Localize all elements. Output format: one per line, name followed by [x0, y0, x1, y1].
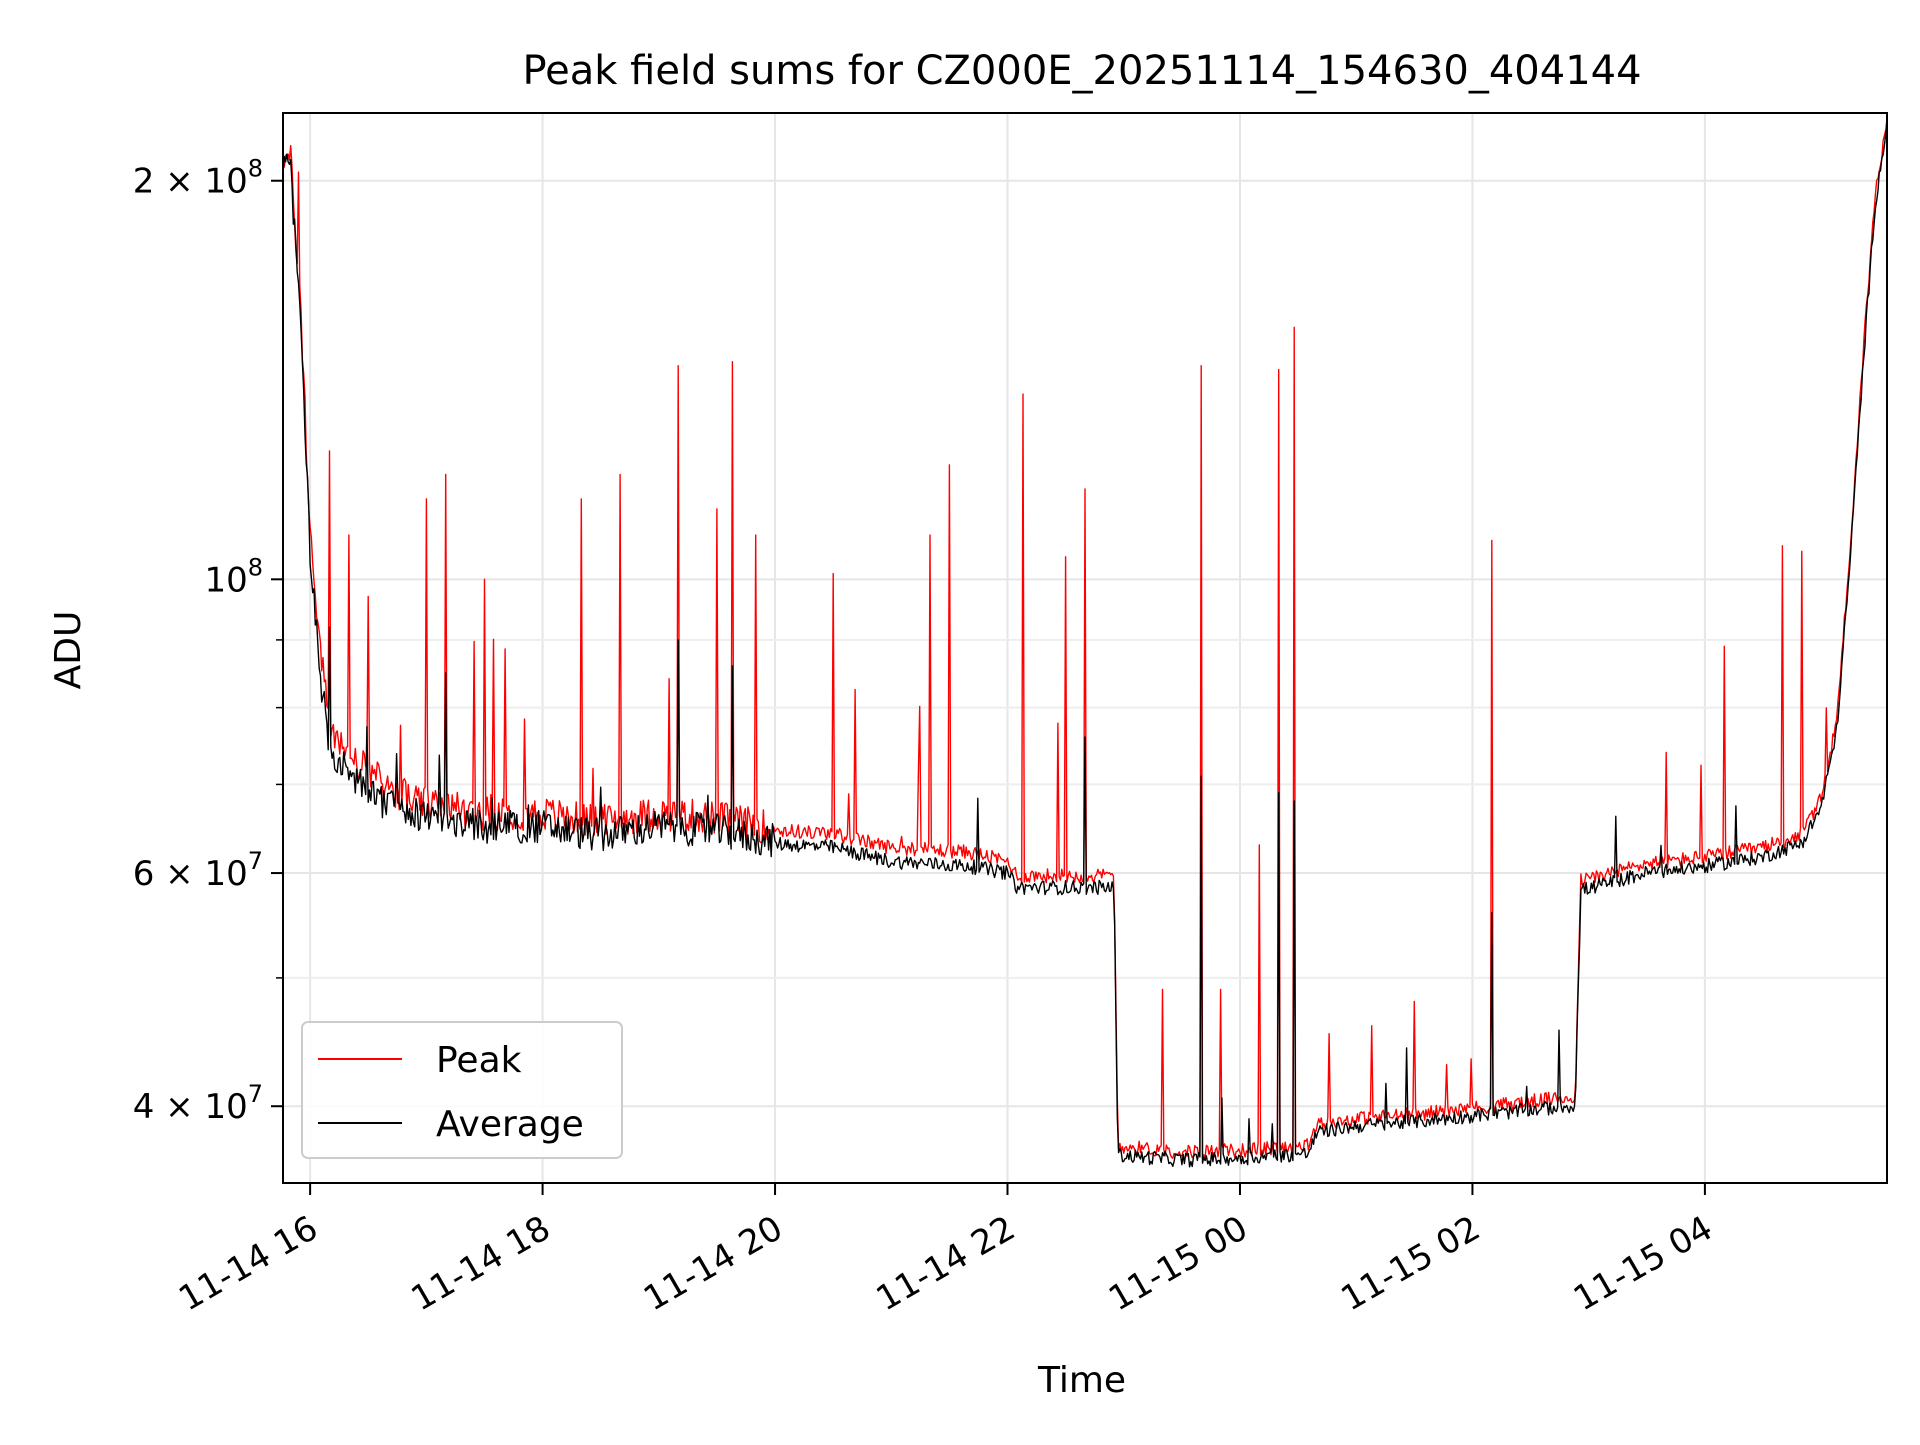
- y-axis-label: ADU: [48, 611, 89, 690]
- y-tick-label: 2 × 108: [133, 155, 263, 202]
- series-line-average: [282, 126, 1888, 1168]
- series-layer: [282, 118, 1888, 1168]
- chart-title: Peak field sums for CZ000E_20251114_1546…: [522, 48, 1641, 94]
- legend-label-average: Average: [436, 1104, 584, 1145]
- legend-label-peak: Peak: [436, 1040, 522, 1081]
- x-axis-label: Time: [1037, 1360, 1126, 1401]
- series-line-peak: [282, 118, 1888, 1159]
- legend: Peak Average: [301, 1021, 623, 1159]
- y-tick-label: 4 × 107: [133, 1080, 263, 1127]
- plot-frame: [282, 112, 1888, 1184]
- y-tick-label: 6 × 107: [133, 847, 263, 894]
